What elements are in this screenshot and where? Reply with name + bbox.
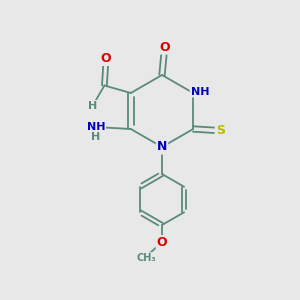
Text: NH: NH <box>190 86 209 97</box>
Text: S: S <box>216 124 225 137</box>
Text: NH: NH <box>87 122 105 132</box>
Text: O: O <box>157 236 167 249</box>
Text: H: H <box>88 101 97 111</box>
Text: O: O <box>100 52 111 65</box>
Text: H: H <box>92 132 100 142</box>
Text: CH₃: CH₃ <box>136 253 156 263</box>
Text: O: O <box>159 40 170 54</box>
Text: N: N <box>157 140 167 154</box>
